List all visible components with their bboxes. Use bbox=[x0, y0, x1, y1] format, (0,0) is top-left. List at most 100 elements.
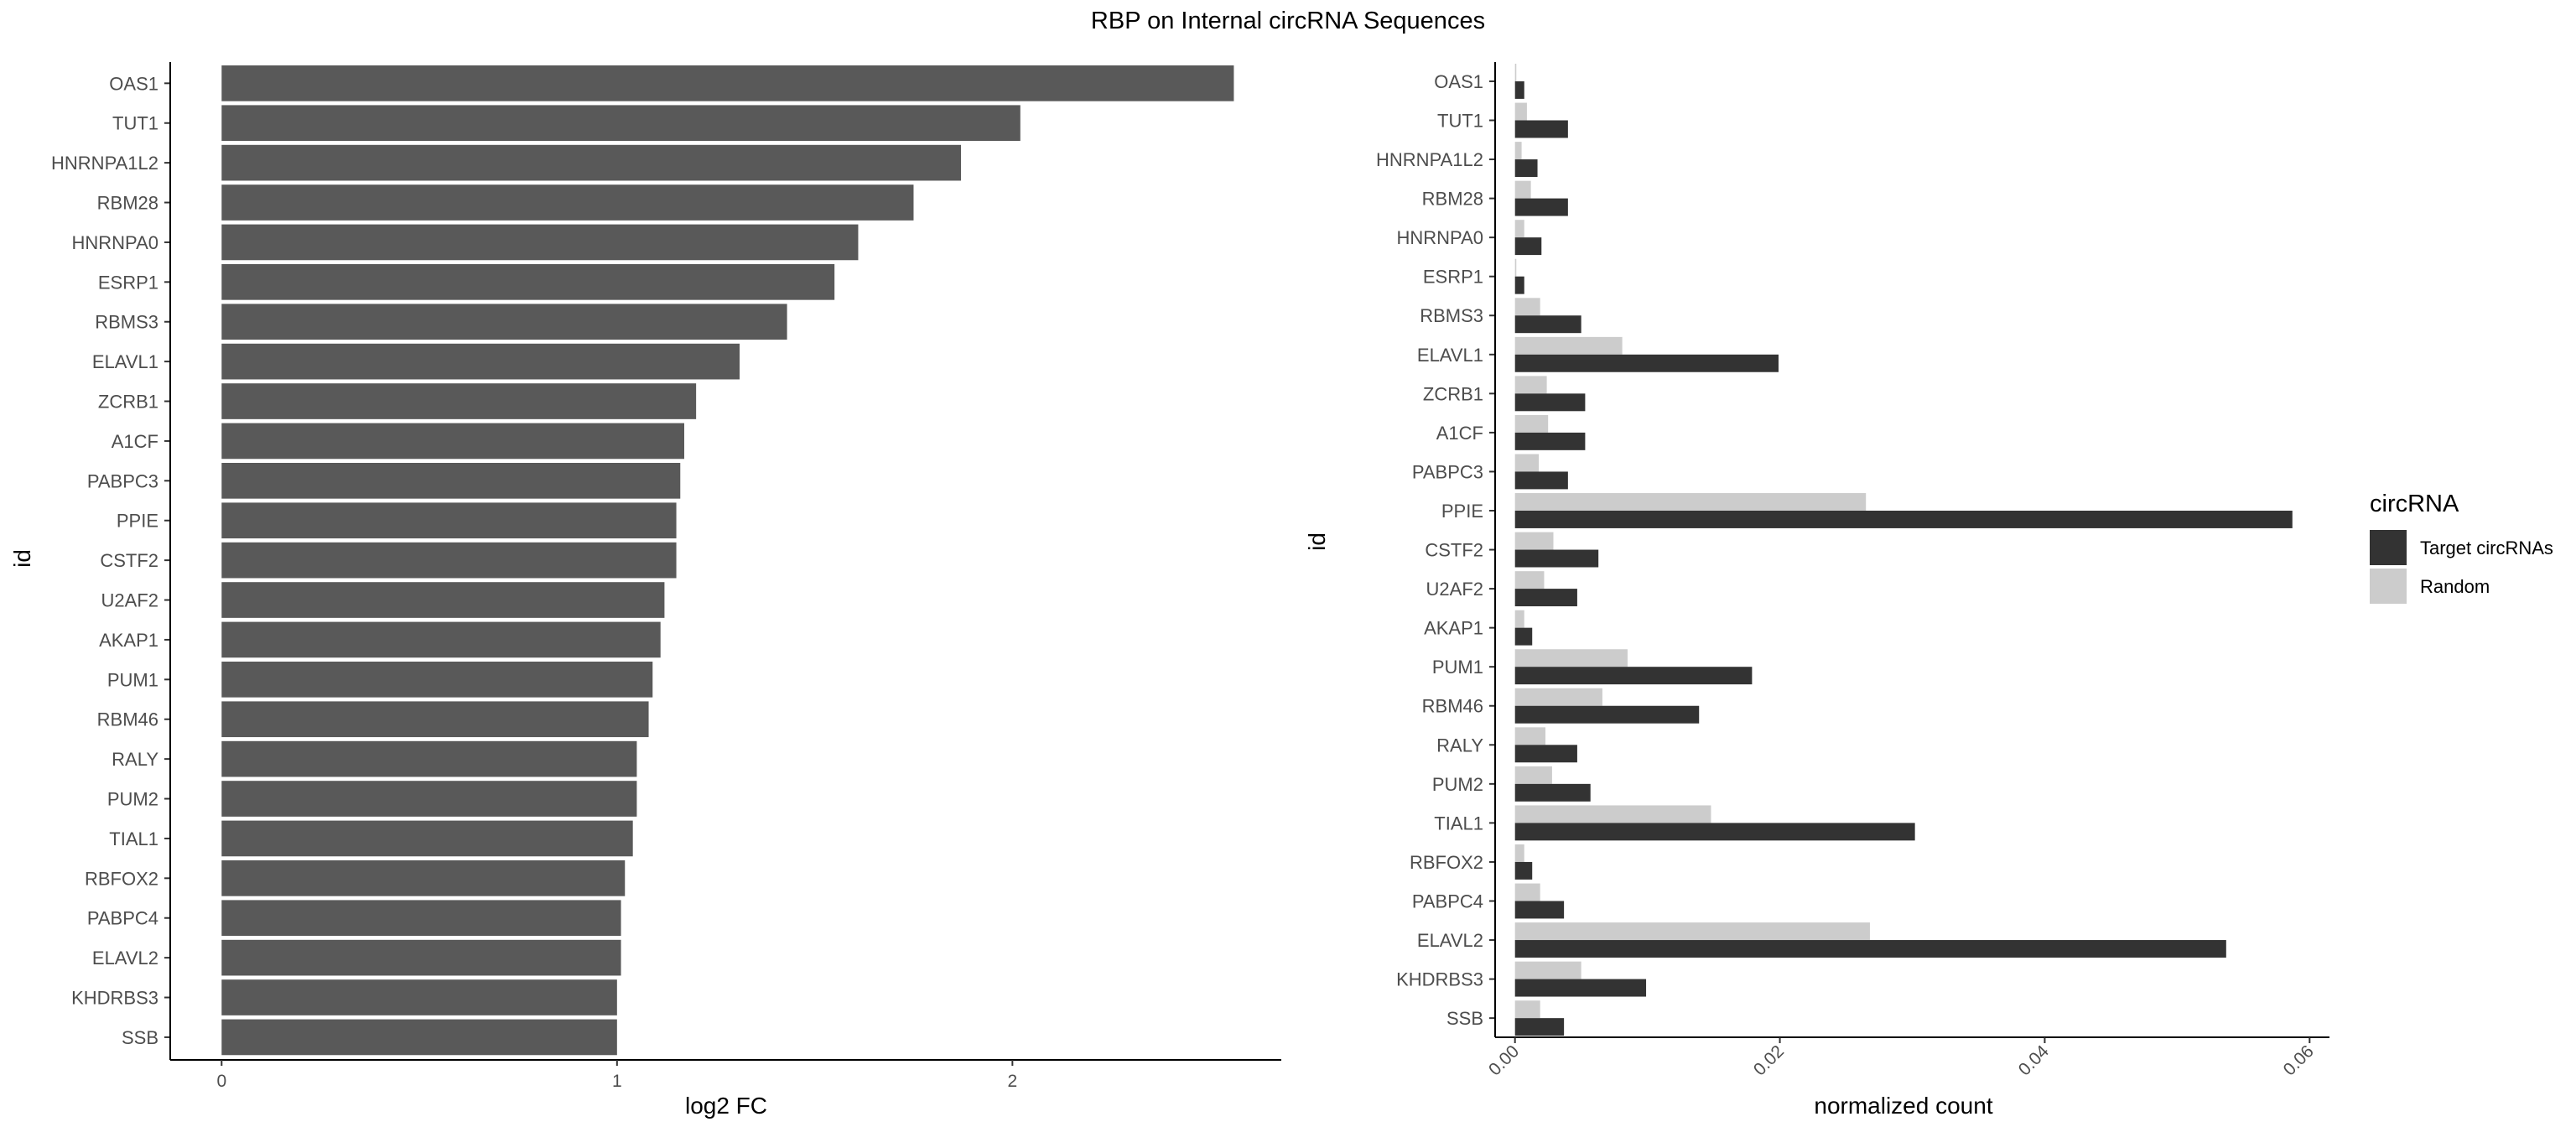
y-tick-label: ELAVL1 bbox=[92, 351, 158, 372]
legend-swatch bbox=[2370, 530, 2407, 565]
bar bbox=[221, 979, 617, 1015]
bar-random bbox=[1514, 922, 1870, 941]
y-tick-label: RBM28 bbox=[1422, 189, 1483, 210]
bar bbox=[221, 939, 621, 976]
y-tick-label: PABPC4 bbox=[1412, 891, 1483, 911]
y-tick-label: RBMS3 bbox=[1420, 305, 1483, 326]
bar-target-circrnas bbox=[1514, 393, 1586, 412]
y-tick-label: OAS1 bbox=[109, 73, 158, 94]
bar-random bbox=[1514, 142, 1522, 160]
bar-target-circrnas bbox=[1514, 705, 1700, 724]
bar bbox=[221, 900, 621, 937]
bar-target-circrnas bbox=[1514, 198, 1568, 216]
right-x-axis-title: normalized count bbox=[1814, 1093, 1992, 1119]
y-tick-label: U2AF2 bbox=[1426, 579, 1483, 600]
bar-random bbox=[1514, 883, 1540, 901]
bar bbox=[221, 542, 677, 579]
y-tick-label: RBFOX2 bbox=[85, 868, 158, 889]
y-tick-label: RBM46 bbox=[97, 709, 158, 730]
bar-random bbox=[1514, 688, 1602, 706]
x-tick-label: 0.02 bbox=[1750, 1041, 1788, 1079]
bar-random bbox=[1514, 376, 1547, 394]
left-x-ticks: 0 1 2 bbox=[169, 62, 1281, 1091]
y-tick-label: ZCRB1 bbox=[1423, 383, 1483, 404]
bar-random bbox=[1514, 258, 1517, 277]
bar-target-circrnas bbox=[1514, 823, 1915, 841]
y-tick-label: PUM2 bbox=[1432, 774, 1483, 795]
bar-target-circrnas bbox=[1514, 237, 1542, 256]
y-tick-label: TIAL1 bbox=[109, 828, 158, 849]
bar-random bbox=[1514, 220, 1524, 238]
bar-random bbox=[1514, 649, 1628, 667]
bar-random bbox=[1514, 102, 1527, 121]
y-tick-label: ELAVL1 bbox=[1417, 345, 1483, 366]
y-tick-label: PUM1 bbox=[107, 669, 158, 690]
y-tick-label: PABPC3 bbox=[87, 470, 158, 491]
bar-random bbox=[1514, 64, 1517, 81]
bar-random bbox=[1514, 1000, 1540, 1019]
bar-random bbox=[1514, 727, 1546, 745]
y-tick-label: RBMS3 bbox=[95, 312, 158, 333]
bar bbox=[221, 781, 637, 817]
y-tick-label: OAS1 bbox=[1434, 71, 1483, 92]
bar-target-circrnas bbox=[1514, 432, 1586, 450]
right-panel-normalized-count: OAS1 TUT1 HNRNPA1L2 RBM28 HNRNPA0 ESRP1 RBMS3 E… bbox=[1304, 62, 2329, 1119]
y-tick-label: RALY bbox=[112, 749, 158, 770]
bar-random bbox=[1514, 298, 1540, 316]
y-tick-label: TIAL1 bbox=[1434, 813, 1483, 834]
bar-target-circrnas bbox=[1514, 745, 1577, 763]
legend-label: Random bbox=[2420, 576, 2490, 597]
bar bbox=[221, 701, 649, 738]
y-tick-label: SSB bbox=[1446, 1008, 1483, 1029]
bar-target-circrnas bbox=[1514, 861, 1533, 880]
y-tick-label: RBM46 bbox=[1422, 696, 1483, 717]
y-tick-label: A1CF bbox=[112, 431, 158, 452]
y-tick-label: ESRP1 bbox=[98, 272, 158, 293]
bar bbox=[221, 860, 626, 896]
bar-target-circrnas bbox=[1514, 667, 1753, 685]
y-tick-label: TUT1 bbox=[1437, 110, 1483, 131]
bar-target-circrnas bbox=[1514, 315, 1581, 334]
y-tick-label: CSTF2 bbox=[100, 550, 158, 571]
legend-items: Target circRNAs Random bbox=[2370, 530, 2553, 604]
bar bbox=[221, 423, 684, 460]
y-tick-label: PABPC4 bbox=[87, 908, 158, 929]
right-bars bbox=[1514, 64, 2293, 1036]
bar-random bbox=[1514, 961, 1581, 979]
y-tick-label: SSB bbox=[122, 1027, 158, 1048]
x-tick-label: 0 bbox=[216, 1072, 226, 1091]
y-tick-label: CSTF2 bbox=[1425, 540, 1483, 561]
x-tick-label: 0.00 bbox=[1485, 1041, 1523, 1079]
bar bbox=[221, 304, 787, 340]
left-y-tick-labels: OAS1 TUT1 HNRNPA1L2 RBM28 HNRNPA0 ESRP1 RBMS3 E… bbox=[51, 73, 170, 1048]
bar bbox=[221, 740, 637, 777]
bar-random bbox=[1514, 766, 1552, 784]
legend-swatch bbox=[2370, 569, 2407, 604]
bar-target-circrnas bbox=[1514, 510, 2293, 528]
y-tick-label: PPIE bbox=[1441, 501, 1483, 522]
bar bbox=[221, 383, 697, 419]
bar-random bbox=[1514, 805, 1711, 823]
legend: circRNA Target circRNAs Random bbox=[2370, 491, 2553, 604]
bar bbox=[221, 1019, 617, 1056]
bar-random bbox=[1514, 571, 1545, 589]
x-tick-label: 0.04 bbox=[2015, 1041, 2053, 1079]
y-tick-label: PABPC3 bbox=[1412, 461, 1483, 482]
bar-random bbox=[1514, 610, 1524, 628]
right-y-tick-labels: OAS1 TUT1 HNRNPA1L2 RBM28 HNRNPA0 ESRP1 RBMS3 E… bbox=[1376, 71, 1495, 1029]
y-tick-label: ZCRB1 bbox=[98, 392, 158, 413]
y-tick-label: RBM28 bbox=[97, 193, 158, 214]
y-tick-label: A1CF bbox=[1436, 423, 1483, 444]
y-tick-label: ELAVL2 bbox=[1417, 930, 1483, 951]
legend-label: Target circRNAs bbox=[2420, 538, 2553, 558]
bar-random bbox=[1514, 454, 1540, 472]
x-tick-label: 1 bbox=[612, 1072, 622, 1091]
bar-target-circrnas bbox=[1514, 80, 1524, 99]
y-tick-label: TUT1 bbox=[112, 113, 158, 134]
left-panel-log2fc: OAS1 TUT1 HNRNPA1L2 RBM28 HNRNPA0 ESRP1 RBMS3 E… bbox=[9, 62, 1281, 1119]
bar-target-circrnas bbox=[1514, 276, 1524, 294]
y-tick-label: AKAP1 bbox=[1424, 618, 1483, 639]
bar-random bbox=[1514, 180, 1531, 199]
bar bbox=[221, 621, 661, 658]
